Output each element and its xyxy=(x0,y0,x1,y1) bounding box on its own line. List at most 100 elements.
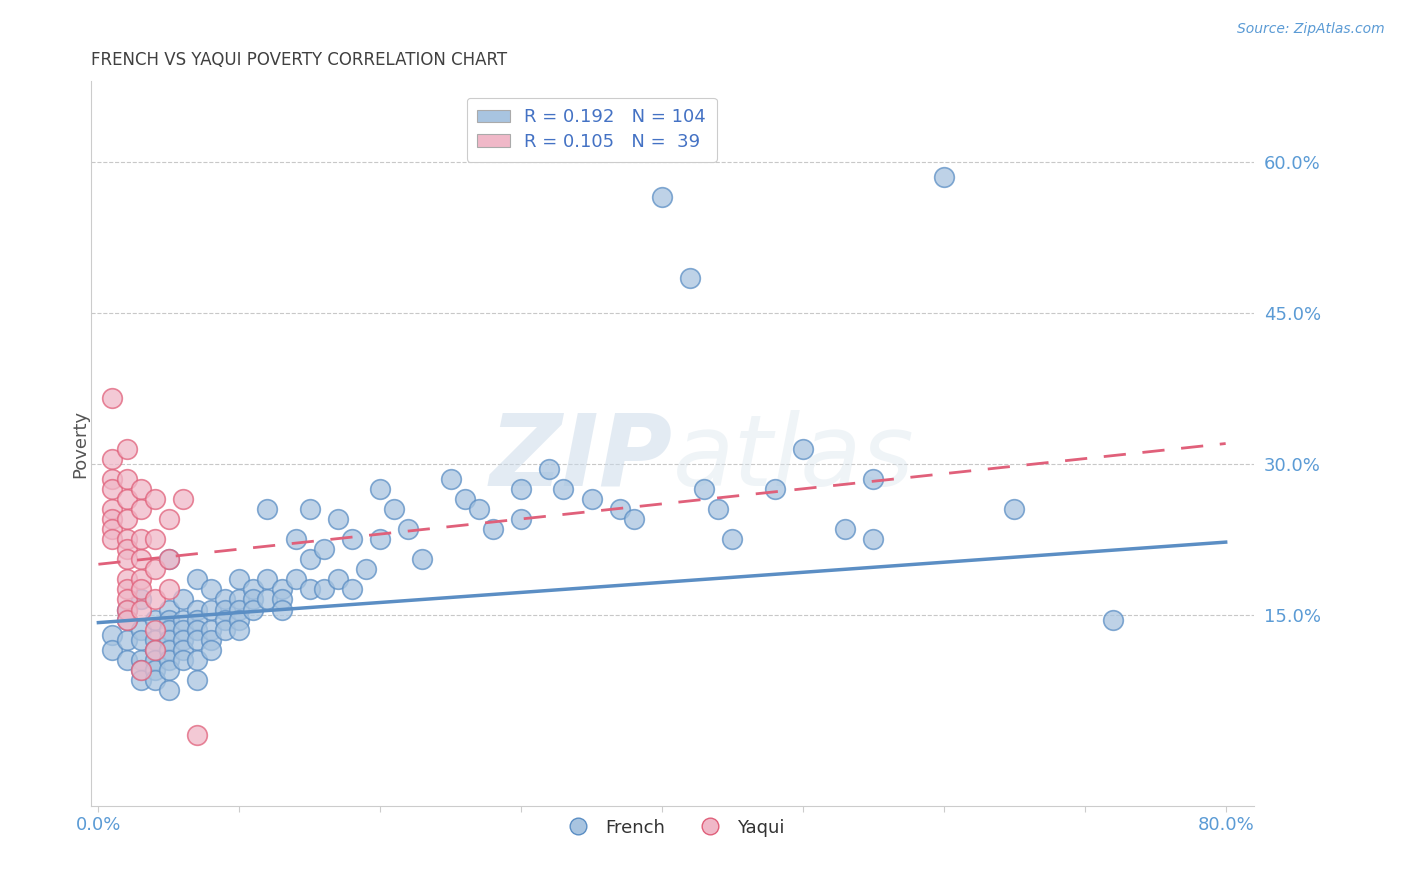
Point xyxy=(129,623,152,637)
Point xyxy=(270,602,292,616)
Point xyxy=(312,542,335,557)
Point xyxy=(143,653,166,667)
Point xyxy=(834,522,856,536)
Point xyxy=(172,491,194,506)
Point xyxy=(1102,613,1125,627)
Point xyxy=(115,613,138,627)
Point xyxy=(143,562,166,576)
Point xyxy=(143,491,166,506)
Point xyxy=(270,582,292,597)
Point xyxy=(115,582,138,597)
Legend: French, Yaqui: French, Yaqui xyxy=(553,812,792,844)
Point xyxy=(298,582,321,597)
Point xyxy=(101,532,124,546)
Point xyxy=(792,442,814,456)
Y-axis label: Poverty: Poverty xyxy=(72,409,89,477)
Point xyxy=(115,512,138,526)
Point xyxy=(228,572,250,586)
Point xyxy=(396,522,419,536)
Point xyxy=(143,613,166,627)
Point xyxy=(553,482,575,496)
Point xyxy=(115,572,138,586)
Point xyxy=(129,482,152,496)
Text: Source: ZipAtlas.com: Source: ZipAtlas.com xyxy=(1237,22,1385,37)
Point xyxy=(129,602,152,616)
Point xyxy=(242,582,264,597)
Point xyxy=(129,572,152,586)
Point xyxy=(129,532,152,546)
Point xyxy=(242,592,264,607)
Point xyxy=(157,602,180,616)
Point xyxy=(157,552,180,566)
Point xyxy=(115,653,138,667)
Point xyxy=(157,613,180,627)
Point xyxy=(763,482,786,496)
Point xyxy=(143,623,166,637)
Point xyxy=(157,623,180,637)
Point xyxy=(143,592,166,607)
Point xyxy=(101,482,124,496)
Point xyxy=(115,592,138,607)
Point xyxy=(228,613,250,627)
Point xyxy=(440,472,463,486)
Point xyxy=(101,512,124,526)
Point xyxy=(454,491,477,506)
Point xyxy=(707,502,730,516)
Point xyxy=(693,482,716,496)
Point xyxy=(623,512,645,526)
Point xyxy=(298,552,321,566)
Point xyxy=(340,582,363,597)
Point xyxy=(1002,502,1025,516)
Point xyxy=(214,613,236,627)
Point xyxy=(482,522,505,536)
Point xyxy=(101,628,124,642)
Point xyxy=(129,663,152,677)
Point xyxy=(186,632,208,647)
Point xyxy=(326,572,349,586)
Point xyxy=(186,728,208,742)
Point xyxy=(115,613,138,627)
Point xyxy=(186,572,208,586)
Point xyxy=(115,442,138,456)
Point xyxy=(172,642,194,657)
Point xyxy=(101,451,124,466)
Point xyxy=(115,632,138,647)
Point xyxy=(157,552,180,566)
Point xyxy=(284,532,307,546)
Point xyxy=(468,502,491,516)
Point xyxy=(157,582,180,597)
Point xyxy=(157,512,180,526)
Point xyxy=(368,532,391,546)
Point xyxy=(228,592,250,607)
Point xyxy=(157,642,180,657)
Point xyxy=(200,632,222,647)
Point xyxy=(368,482,391,496)
Point xyxy=(326,512,349,526)
Point xyxy=(186,673,208,687)
Point xyxy=(129,582,152,597)
Point xyxy=(157,683,180,698)
Text: ZIP: ZIP xyxy=(489,409,672,507)
Point xyxy=(214,623,236,637)
Point xyxy=(284,572,307,586)
Point xyxy=(115,532,138,546)
Text: FRENCH VS YAQUI POVERTY CORRELATION CHART: FRENCH VS YAQUI POVERTY CORRELATION CHAR… xyxy=(91,51,508,69)
Point xyxy=(200,642,222,657)
Point xyxy=(200,582,222,597)
Point xyxy=(340,532,363,546)
Point xyxy=(115,542,138,557)
Point xyxy=(186,623,208,637)
Point xyxy=(214,592,236,607)
Point xyxy=(510,512,533,526)
Point xyxy=(411,552,433,566)
Point xyxy=(143,632,166,647)
Point xyxy=(312,582,335,597)
Point xyxy=(186,602,208,616)
Point xyxy=(115,491,138,506)
Point xyxy=(129,653,152,667)
Point xyxy=(581,491,603,506)
Point xyxy=(862,532,884,546)
Point xyxy=(101,502,124,516)
Point xyxy=(679,270,702,285)
Point xyxy=(129,673,152,687)
